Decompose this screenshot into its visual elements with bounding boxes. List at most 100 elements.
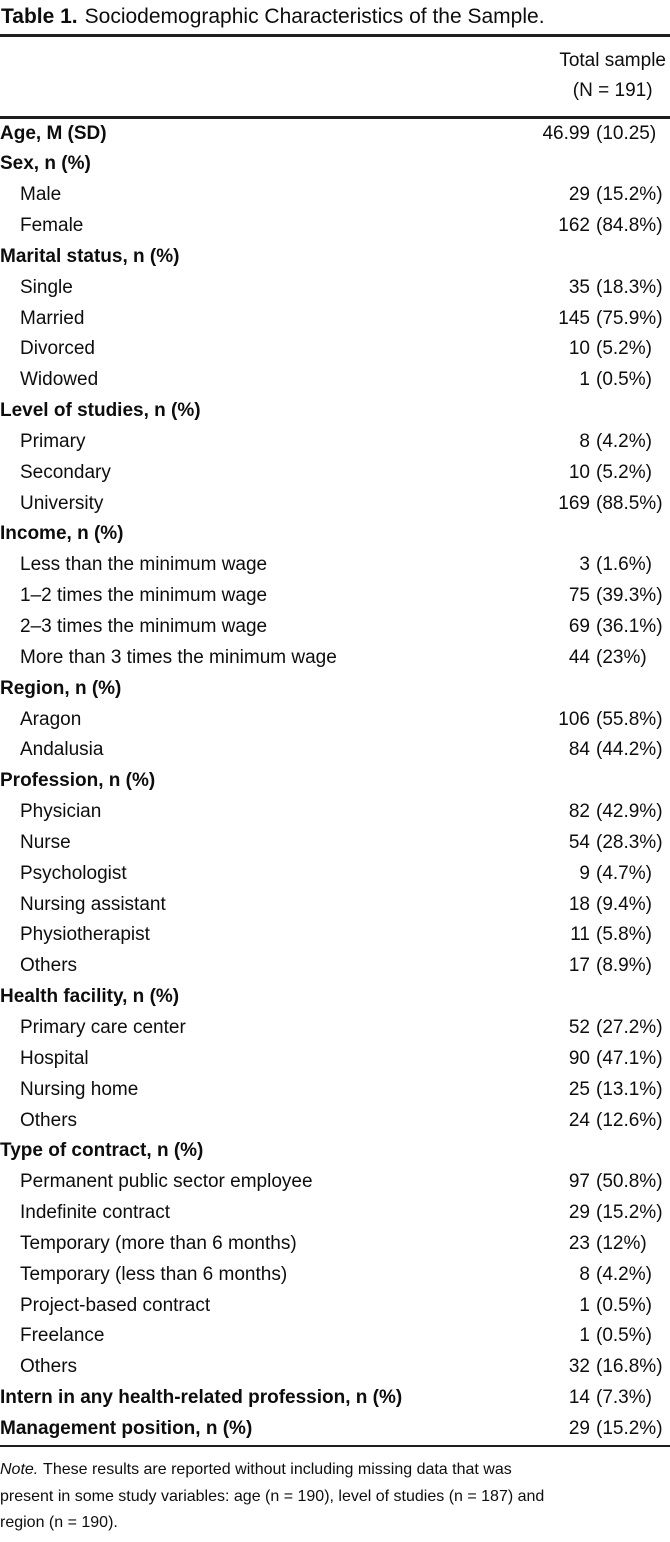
row-value: 35 (18.3%) [0,273,670,304]
row-count: 10 [568,338,590,360]
row-percent: (15.2%) [596,184,663,206]
row-label: Type of contract, n (%) [0,1140,204,1162]
row-label: Intern in any health-related profession,… [0,1387,403,1409]
table-row: 1 (0.5%) Project-based contract [0,1291,670,1322]
row-value: 106 (55.8%) [0,705,670,736]
row-count: 8 [579,1263,590,1285]
row-label: Indefinite contract [20,1202,170,1224]
row-value: 1 (0.5%) [0,1291,670,1322]
row-label: Others [20,1109,78,1131]
row-count: 1 [579,1294,590,1316]
row-count: 29 [568,1417,590,1439]
row-value: 169 (88.5%) [0,489,670,520]
row-label: Less than the minimum wage [20,554,268,576]
row-value: 69 (36.1%) [0,612,670,643]
row-value: 97 (50.8%) [0,1167,670,1198]
table-row: 18 (9.4%) Nursing assistant [0,890,670,921]
row-count: 44 [568,646,590,668]
row-count: 23 [568,1232,590,1254]
row-percent: (44.2%) [596,739,663,761]
row-value: 10 (5.2%) [0,334,670,365]
row-value: 90 (47.1%) [0,1044,670,1075]
row-value: 145 (75.9%) [0,304,670,335]
row-value: 162 (84.8%) [0,211,670,242]
row-label: Married [20,307,85,329]
row-percent: (13.1%) [596,1078,663,1100]
row-count: 1 [579,369,590,391]
row-percent: (18.3%) [596,276,663,298]
row-value: 1 (0.5%) [0,1321,670,1352]
row-label: More than 3 times the minimum wage [20,646,337,668]
row-label: Physiotherapist [20,924,150,946]
table-row: Level of studies, n (%) [0,396,670,427]
column-header: Total sample (N = 191) [0,37,670,116]
row-label: Hospital [20,1047,89,1069]
table-row: 10 (5.2%) Secondary [0,458,670,489]
row-label: Andalusia [20,739,104,761]
row-label: Secondary [20,461,111,483]
row-percent: (55.8%) [596,708,663,730]
table-row: Sex, n (%) [0,149,670,180]
header-rule [0,116,670,119]
row-count: 10 [568,461,590,483]
row-label: Psychologist [20,862,127,884]
row-count: 35 [568,276,590,298]
row-label: Temporary (more than 6 months) [20,1232,297,1254]
row-count: 18 [568,893,590,915]
table-row: 24 (12.6%) Others [0,1106,670,1137]
row-count: 17 [568,955,590,977]
row-percent: (7.3%) [596,1387,652,1409]
table-row: Marital status, n (%) [0,242,670,273]
row-percent: (0.5%) [596,1294,652,1316]
row-label: University [20,492,104,514]
row-label: 1–2 times the minimum wage [20,585,268,607]
row-value: 44 (23%) [0,643,670,674]
row-count: 24 [568,1109,590,1131]
row-label: Nurse [20,831,71,853]
row-label: Primary care center [20,1016,186,1038]
row-count: 46.99 [542,122,590,144]
table-row: 54 (28.3%) Nurse [0,828,670,859]
table-title: Table 1. Sociodemographic Characteristics… [0,0,670,34]
row-percent: (50.8%) [596,1171,663,1193]
table-row: 8 (4.2%) Primary [0,427,670,458]
row-percent: (0.5%) [596,369,652,391]
row-label: Nursing home [20,1078,139,1100]
row-percent: (4.7%) [596,862,652,884]
table-row: 69 (36.1%) 2–3 times the minimum wage [0,612,670,643]
row-percent: (8.9%) [596,955,652,977]
row-count: 8 [579,430,590,452]
row-value: 10 (5.2%) [0,458,670,489]
row-value: 14 (7.3%) [0,1383,670,1414]
row-count: 106 [558,708,590,730]
row-percent: (12%) [596,1232,647,1254]
row-percent: (39.3%) [596,585,663,607]
table-row: 46.99 (10.25) Age, M (SD) [0,119,670,150]
table-row: Income, n (%) [0,519,670,550]
table-row: 75 (39.3%) 1–2 times the minimum wage [0,581,670,612]
note-line-2: present in some study variables: age (n … [0,1487,545,1505]
table-row: 25 (13.1%) Nursing home [0,1075,670,1106]
row-count: 82 [568,801,590,823]
row-value: 8 (4.2%) [0,427,670,458]
row-label: Physician [20,801,102,823]
row-percent: (36.1%) [596,616,663,637]
row-count: 75 [568,585,590,607]
row-value: 75 (39.3%) [0,581,670,612]
row-label: Primary [20,430,86,452]
table-body: 46.99 (10.25) Age, M (SD) Sex, n (%) 29 (15.2… [0,119,670,1445]
row-percent: (15.2%) [596,1417,663,1439]
note-line-1-text: These results are reported without inclu… [43,1461,512,1479]
note-line-1: Note. These results are reported without … [0,1457,670,1484]
row-label: Nursing assistant [20,893,166,915]
table-row: 106 (55.8%) Aragon [0,705,670,736]
table-title-number: Table 1. [1,5,78,28]
row-label: Permanent public sector employee [20,1171,313,1193]
row-percent: (27.2%) [596,1016,663,1038]
row-count: 97 [568,1171,590,1193]
row-label: Others [20,955,78,977]
note-label: Note. [0,1461,39,1479]
row-label: Widowed [20,369,99,391]
row-label: Divorced [20,338,95,360]
row-value: 25 (13.1%) [0,1075,670,1106]
